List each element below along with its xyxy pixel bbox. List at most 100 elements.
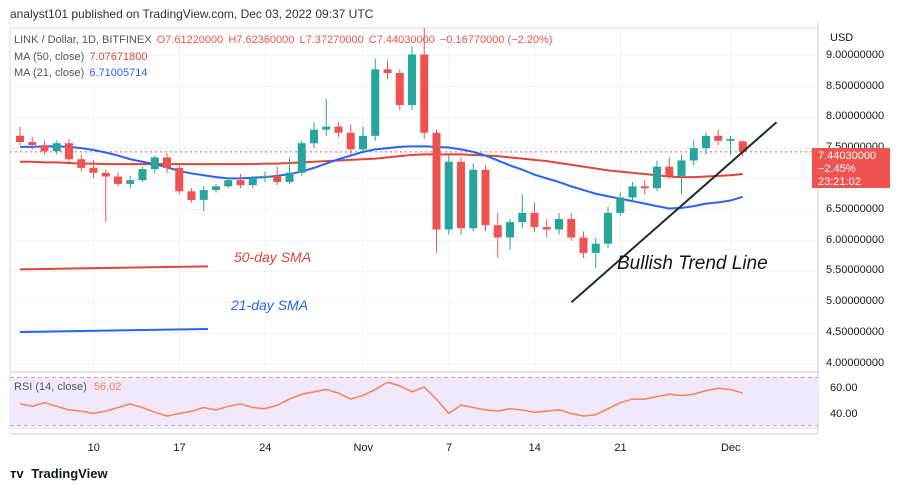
candle-body — [138, 169, 147, 181]
y-tick-label: 5.00000000 — [826, 295, 885, 308]
candle-body — [126, 180, 135, 184]
candle-body — [212, 186, 220, 191]
candle-body — [481, 169, 490, 226]
candle-body — [726, 138, 735, 141]
ma21-line — [20, 145, 744, 210]
rsi-label: RSI (14, close) — [14, 381, 87, 393]
candle-body — [506, 222, 514, 238]
close-value: C7.44030000 — [368, 34, 435, 46]
candle-body — [175, 167, 184, 192]
candle-body — [150, 157, 159, 170]
candle-body — [567, 219, 576, 238]
candle-body — [579, 237, 588, 253]
candle-body — [261, 175, 269, 178]
candle-body — [199, 190, 208, 200]
candle-body — [285, 172, 294, 183]
trend-annotation: Bullish Trend Line — [617, 253, 768, 274]
y-tick-label: 6.50000000 — [826, 202, 885, 215]
candle-countdown: 23:21:02 — [818, 176, 861, 188]
rsi-band — [10, 377, 818, 426]
candle-body — [77, 159, 86, 168]
candle-body — [224, 180, 233, 187]
grid — [10, 28, 818, 428]
y-tick-label: 5.50000000 — [826, 264, 885, 277]
ma50-label: MA (50, close) — [14, 51, 85, 63]
ma21-value: 6.71005714 — [89, 67, 148, 79]
candle-body — [187, 191, 196, 200]
candle-body — [273, 175, 282, 183]
candle-body — [591, 243, 600, 253]
rsi-value: 56.02 — [93, 381, 122, 393]
trend-line — [19, 121, 778, 333]
last-price-tag: 7.44030000 −2.45% 23:21:02 — [812, 148, 890, 188]
x-tick-label: 7 — [445, 442, 453, 454]
chart-panes — [9, 22, 819, 435]
ma21-label: MA (21, close) — [14, 67, 85, 79]
sma21-annotation: 21-day SMA — [231, 297, 309, 313]
candle-body — [101, 172, 110, 177]
high-value: H7.62360000 — [228, 34, 295, 46]
last-price: 7.44030000 — [818, 150, 877, 162]
candle-body — [52, 143, 61, 152]
rsi-tick-40: 40.00 — [830, 408, 858, 420]
candle-body — [604, 212, 612, 244]
rsi-line — [19, 381, 743, 417]
rsi-pane — [10, 376, 818, 427]
candle-body — [420, 54, 429, 133]
ma50-legend: MA (50, close) 7.07671800 — [14, 51, 148, 63]
last-change: −2.45% — [818, 163, 856, 175]
candle-body — [297, 143, 306, 173]
candle-body — [555, 219, 563, 230]
candle-body — [310, 129, 318, 144]
candle-body — [359, 135, 367, 150]
rsi-tick-60: 60.00 — [830, 382, 858, 394]
moving-averages — [20, 145, 744, 210]
sma50-sample-line — [19, 265, 209, 271]
candle-body — [469, 169, 478, 229]
candle-body — [530, 212, 539, 228]
candle-body — [616, 197, 625, 213]
candle-body — [395, 72, 404, 106]
sma21-sample-line — [19, 327, 209, 333]
symbol-label: LINK / Dollar, 1D, BITFINEX — [14, 34, 152, 46]
change-value: −0.16770000 (−2.20%) — [439, 34, 553, 46]
low-value: L7.37270000 — [299, 34, 364, 46]
candle-body — [408, 54, 416, 106]
x-tick-label: 14 — [528, 442, 541, 454]
candle-body — [383, 69, 392, 73]
candle-body — [628, 186, 637, 198]
x-tick-label: Dec — [720, 442, 741, 454]
ohlc-legend: LINK / Dollar, 1D, BITFINEX O7.61220000 … — [14, 34, 552, 46]
ma21-legend: MA (21, close) 6.71005714 — [14, 67, 148, 79]
y-tick-label: 8.50000000 — [826, 79, 885, 92]
candle-body — [28, 142, 37, 146]
candle-body — [542, 227, 551, 230]
x-tick-label: 21 — [614, 442, 627, 454]
candle-body — [457, 161, 465, 229]
candle-body — [371, 69, 380, 136]
tv-logo-icon: ᴛᴠ — [10, 466, 24, 481]
x-tick-label: 17 — [173, 442, 186, 454]
candle-body — [16, 135, 24, 142]
x-tick-label: 24 — [259, 442, 272, 454]
candle-body — [322, 126, 331, 130]
y-tick-label: 9.00000000 — [826, 48, 885, 61]
candle-body — [653, 166, 661, 189]
ma50-value: 7.07671800 — [89, 51, 148, 63]
open-value: O7.61220000 — [156, 34, 224, 46]
candle-body — [714, 135, 723, 141]
published-credit: analyst101 published on TradingView.com,… — [10, 7, 374, 21]
tradingview-logo[interactable]: ᴛᴠ TradingView — [10, 466, 108, 481]
candle-body — [640, 186, 649, 189]
candle-body — [89, 167, 98, 173]
candle-body — [444, 161, 453, 230]
candle-body — [65, 143, 73, 160]
y-tick-label: 8.00000000 — [826, 110, 885, 123]
sma50-annotation: 50-day SMA — [234, 249, 312, 265]
y-tick-label: 4.00000000 — [826, 356, 885, 369]
candle-body — [702, 135, 710, 149]
ma50-line — [20, 153, 743, 179]
candle-body — [163, 157, 171, 168]
candle-body — [346, 132, 355, 150]
